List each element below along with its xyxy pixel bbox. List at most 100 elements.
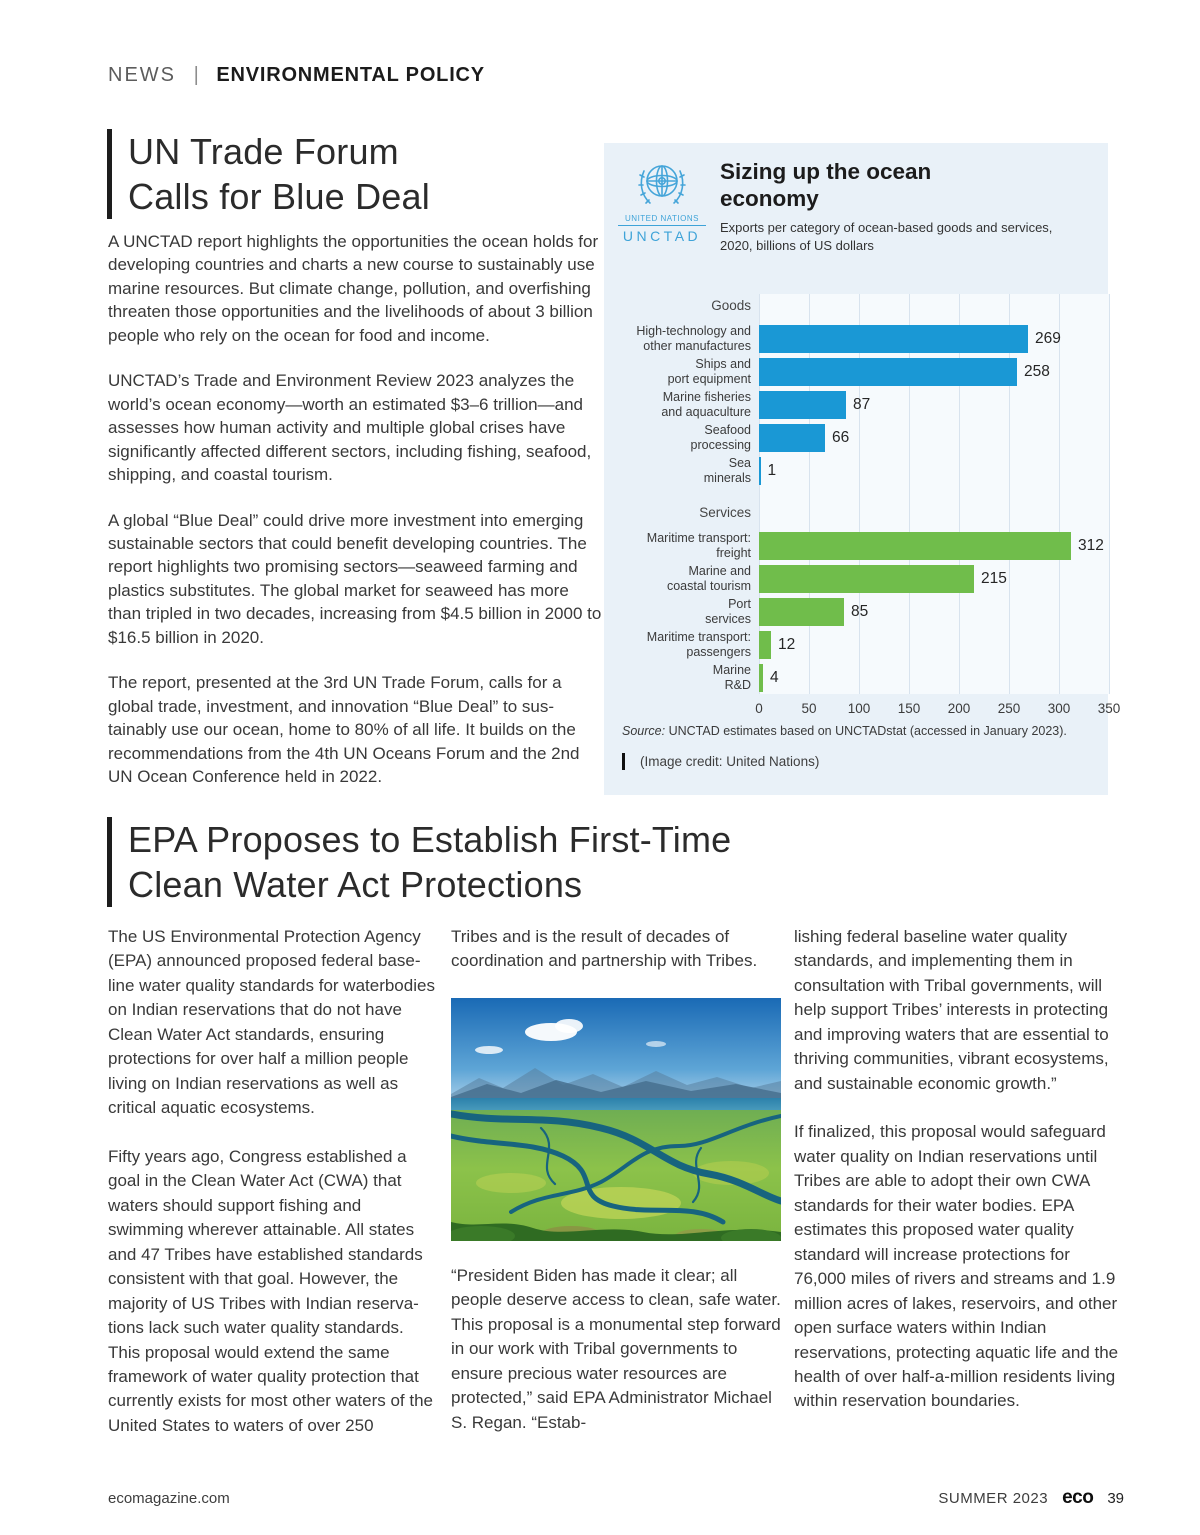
chart-subtitle: Exports per category of ocean-based good… [720,220,1053,253]
axis-tick-label: 350 [1097,701,1121,717]
paragraph: A UNCTAD report highlights the opportuni… [108,232,599,345]
section-kicker: NEWS | ENVIRONMENTAL POLICY [108,64,485,87]
bar-category-label: Marine fisheries and aquaculture [661,390,751,419]
headline-rule [107,129,112,219]
bar-value: 312 [1078,536,1104,554]
paragraph: “President Biden has made it clear; all … [451,1265,781,1432]
paragraph: A global “Blue Deal” could drive more in… [108,510,602,647]
chart-bar [759,564,974,593]
page-footer: ecomagazine.com SUMMER 2023 eco 39 [108,1487,1124,1509]
axis-tick-label: 0 [755,701,763,717]
bar-chart: Goods High-technology and other manufactur… [618,294,1120,718]
axis-tick-label: 300 [1047,701,1071,717]
article1-body: A UNCTAD report highlights the opportuni… [108,230,605,811]
chart-bar-row: Marine and coastal tourism 215 [618,562,1096,595]
chart-bar-row: Marine R&D 4 [618,661,1096,694]
article2-columns: The US Environmental Protection Agency (… [108,925,1124,1462]
image-credit: (Image credit: United Nations) [618,753,1096,771]
footer-site-url: ecomagazine.com [108,1490,230,1507]
bar-category-label: Sea minerals [703,456,751,485]
un-emblem-icon [638,165,686,204]
credit-text: (Image credit: United Nations) [640,754,820,770]
paragraph: UNCTAD’s Trade and Environment Review 20… [108,371,592,485]
kicker-section: NEWS [108,64,176,86]
paragraph: Tribes and is the result of decades of c… [451,927,758,971]
ocean-economy-chart-panel: UNITED NATIONS UNCTAD Sizing up the ocea… [604,143,1120,795]
chart-bar [759,324,1028,353]
chart-bar-row: Sea minerals 1 [618,454,1096,487]
paragraph: If finalized, this proposal would safegu… [794,1122,1119,1411]
chart-bar-row: Marine fisheries and aquaculture 87 [618,388,1096,421]
axis-tick-label: 150 [897,701,921,717]
chart-bar-row: Maritime transport: passengers 12 [618,628,1096,661]
kicker-separator: | [193,64,199,86]
bar-value: 215 [981,569,1007,587]
paragraph: The report, presented at the 3rd UN Trad… [108,673,580,787]
chart-bar [759,531,1071,560]
axis-tick-label: 200 [947,701,971,717]
chart-axis-ticks: 0 50 100 150 200 250 300 350 [755,694,1120,718]
footer-right: SUMMER 2023 eco 39 [938,1487,1124,1509]
chart-bar-row: High-technology and other manufactures 269 [618,322,1096,355]
chart-source: Source: UNCTAD estimates based on UNCTAD… [618,724,1096,738]
chart-bar-row: Seafood processing 66 [618,421,1096,454]
article2-headline: EPA Proposes to Establish First-Time Cle… [107,817,731,907]
credit-rule [622,753,625,771]
chart-group-label: Goods [711,297,751,313]
axis-tick-label: 250 [997,701,1021,717]
article2-title: EPA Proposes to Establish First-Time Cle… [128,819,732,905]
bar-category-label: Maritime transport: freight [646,531,751,560]
wetland-aerial-photo [451,997,781,1241]
article1-title: UN Trade Forum Calls for Blue Deal [128,131,430,217]
source-text: UNCTAD estimates based on UNCTADstat (ac… [668,724,1067,739]
unctad-logo-text: UNCTAD [622,228,702,244]
chart-bar [759,597,844,626]
chart-bar [759,390,846,419]
bar-value: 12 [778,635,796,653]
bar-category-label: Ships and port equipment [667,357,751,386]
chart-titles: Sizing up the ocean economy Exports per … [720,155,1060,254]
article2-column-1: The US Environmental Protection Agency (… [108,925,438,1462]
article2-column-2: Tribes and is the result of decades of c… [451,925,781,1462]
bar-value: 258 [1024,362,1050,380]
bar-value: 87 [853,395,871,413]
eco-logo: eco [1062,1487,1094,1508]
footer-page-number: 39 [1107,1490,1124,1507]
paragraph: The US Environmental Protection Agency (… [108,927,435,1118]
chart-bar [759,663,763,692]
paragraph: Fifty years ago, Congress established a … [108,1146,434,1435]
bar-category-label: Maritime transport: passengers [646,630,751,659]
source-label: Source: [622,724,666,739]
bar-value: 269 [1035,329,1061,347]
bar-category-label: Port services [705,597,751,626]
chart-bar-row: Port services 85 [618,595,1096,628]
chart-bar [759,630,771,659]
kicker-topic: ENVIRONMENTAL POLICY [216,64,485,86]
article1-headline: UN Trade Forum Calls for Blue Deal [107,129,430,219]
chart-rows: Goods High-technology and other manufactur… [618,294,1104,694]
axis-tick-label: 100 [847,701,871,717]
bar-category-label: Marine and coastal tourism [666,564,751,593]
chart-title: Sizing up the ocean economy [720,159,932,211]
unctad-logo: UNITED NATIONS UNCTAD [618,155,706,254]
un-logo-text: UNITED NATIONS [618,214,706,226]
chart-bar [759,456,761,485]
chart-panel-header: UNITED NATIONS UNCTAD Sizing up the ocea… [618,155,1096,254]
bar-value: 66 [832,428,850,446]
chart-bar-row: Ships and port equipment 258 [618,355,1096,388]
axis-tick-label: 50 [801,701,817,717]
chart-bar [759,357,1017,386]
headline-rule [107,817,112,907]
bar-value: 4 [770,668,779,686]
bar-value: 85 [851,602,869,620]
chart-group-label: Services [699,504,751,520]
footer-issue: SUMMER 2023 [938,1490,1049,1507]
bar-category-label: High-technology and other manufactures [636,324,751,353]
chart-bar-row: Maritime transport: freight 312 [618,529,1104,562]
chart-bar [759,423,825,452]
paragraph: lishing federal baseline water quality s… [794,927,1109,1093]
bar-category-label: Seafood processing [690,423,751,452]
article2-column-3: lishing federal baseline water quality s… [794,925,1124,1462]
bar-value: 1 [767,461,777,479]
